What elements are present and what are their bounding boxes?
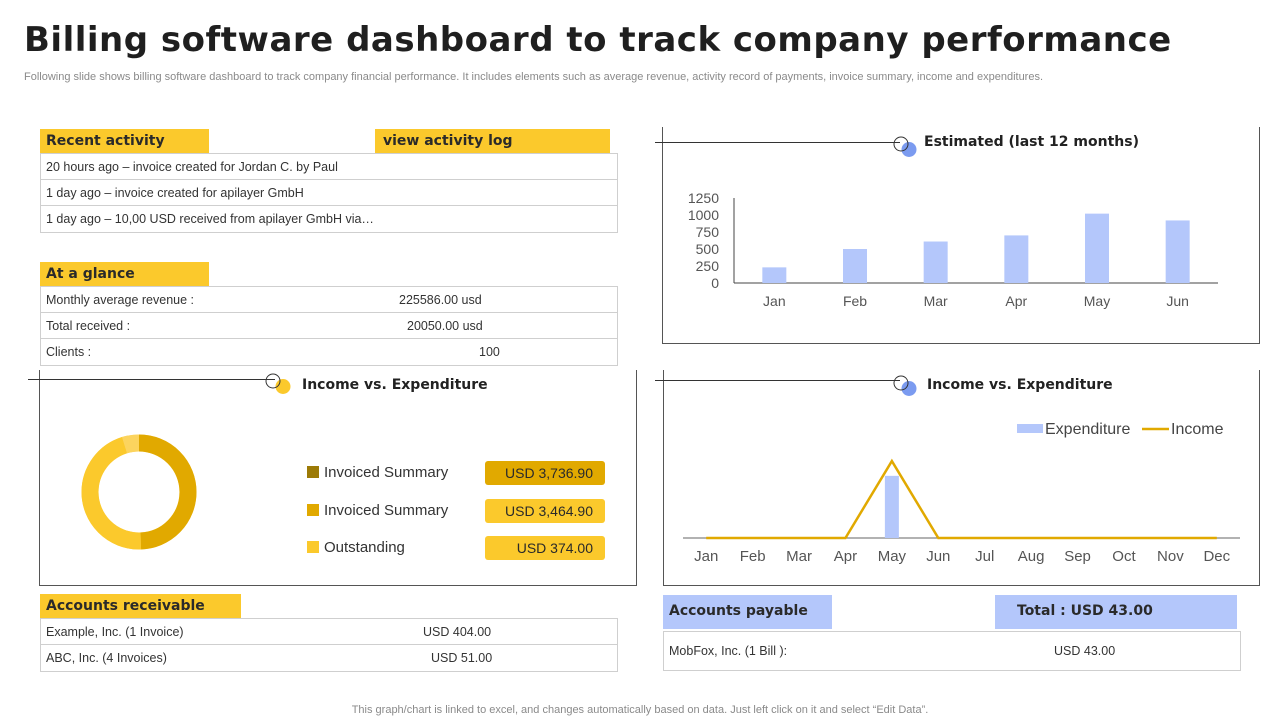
x-tick-label: Feb — [740, 548, 766, 565]
circles-icon — [893, 375, 919, 397]
page-title: Billing software dashboard to track comp… — [24, 20, 1172, 60]
receivable-amount: USD 51.00 — [431, 651, 493, 665]
estimated-panel — [662, 127, 1260, 344]
income-line-title: Income vs. Expenditure — [927, 377, 1113, 393]
table-row: MobFox, Inc. (1 Bill ): USD 43.00 — [664, 632, 1240, 670]
legend-swatch — [307, 466, 319, 478]
x-tick-label: May — [878, 548, 907, 565]
table-row: Example, Inc. (1 Invoice) USD 404.00 — [41, 619, 617, 645]
donut-title-rule — [28, 379, 275, 380]
legend-swatch — [307, 504, 319, 516]
activity-item: 1 day ago – 10,00 USD received from apil… — [46, 212, 374, 226]
x-tick-label: May — [1084, 293, 1110, 309]
receivable-name: ABC, Inc. (4 Invoices) — [46, 651, 167, 665]
amount-pill: USD 374.00 — [485, 536, 605, 560]
y-tick-label: 1250 — [688, 190, 719, 206]
at-a-glance-table: Monthly average revenue : 225586.00 usd … — [40, 286, 618, 366]
x-tick-label: Jan — [694, 548, 718, 565]
payable-amount: USD 43.00 — [1054, 644, 1116, 658]
x-tick-label: Feb — [843, 293, 867, 309]
glance-label: Total received : — [46, 319, 131, 333]
x-tick-label: Jul — [975, 548, 994, 565]
accounts-receivable-header: Accounts receivable — [40, 594, 241, 618]
estimated-title-rule — [655, 142, 900, 143]
receivable-amount: USD 404.00 — [423, 625, 492, 639]
table-row: ABC, Inc. (4 Invoices) USD 51.00 — [41, 645, 617, 671]
y-tick-label: 250 — [696, 258, 720, 274]
receivable-name: Example, Inc. (1 Invoice) — [46, 625, 184, 639]
glance-value: 20050.00 usd — [407, 319, 483, 333]
income-donut-chart — [81, 434, 197, 550]
y-tick-label: 0 — [711, 275, 719, 291]
recent-activity-list: 20 hours ago – invoice created for Jorda… — [40, 153, 618, 233]
x-tick-label: Nov — [1157, 548, 1184, 565]
x-tick-label: Jun — [926, 548, 950, 565]
amount-pill: USD 3,736.90 — [485, 461, 605, 485]
glance-value: 100 — [479, 345, 500, 359]
legend-label: Outstanding — [324, 539, 405, 556]
income-line-panel — [663, 370, 1260, 586]
glance-label: Monthly average revenue : — [46, 293, 195, 307]
estimated-panel-title: Estimated (last 12 months) — [924, 134, 1139, 150]
bar — [762, 267, 787, 283]
legend-label: Invoiced Summary — [324, 502, 449, 519]
x-tick-label: Mar — [786, 548, 812, 565]
income-donut-title: Income vs. Expenditure — [302, 377, 488, 393]
income-expenditure-chart: Jan Feb Mar Apr May Jun Jul Aug Sep Oct Nov Dec Expe… — [683, 421, 1240, 565]
donut-slice — [81, 434, 197, 550]
amount-pill: USD 3,464.90 — [485, 499, 605, 523]
accounts-payable-table: MobFox, Inc. (1 Bill ): USD 43.00 — [663, 631, 1241, 671]
payable-name: MobFox, Inc. (1 Bill ): — [669, 644, 788, 658]
x-tick-label: Jan — [763, 293, 786, 309]
circles-icon — [893, 136, 919, 158]
income-donut-panel — [39, 370, 637, 586]
at-a-glance-header: At a glance — [40, 262, 209, 286]
bar — [923, 241, 948, 283]
x-tick-label: Jun — [1166, 293, 1189, 309]
expenditure-bar — [884, 475, 899, 538]
circles-icon — [265, 373, 291, 395]
income-line — [706, 458, 1217, 540]
legend-label-income: Income — [1171, 421, 1224, 438]
y-tick-label: 750 — [696, 224, 720, 240]
bar — [843, 249, 867, 283]
glance-value: 225586.00 usd — [399, 293, 482, 307]
line-title-rule — [655, 380, 900, 381]
activity-item: 1 day ago – invoice created for apilayer… — [41, 180, 617, 206]
y-tick-label: 500 — [696, 241, 720, 257]
accounts-payable-header: Accounts payable — [663, 595, 832, 629]
x-tick-label: Apr — [834, 548, 857, 565]
bar — [1004, 235, 1029, 283]
x-tick-label: Mar — [924, 293, 948, 309]
x-tick-label: Oct — [1112, 548, 1136, 565]
accounts-payable-total: Total : USD 43.00 — [995, 595, 1237, 629]
bar — [1085, 213, 1109, 283]
page-subtitle: Following slide shows billing software d… — [24, 71, 1044, 83]
x-tick-label: Dec — [1203, 548, 1230, 565]
footnote: This graph/chart is linked to excel, and… — [351, 704, 929, 716]
glance-label: Clients : — [46, 345, 92, 359]
legend-label: Invoiced Summary — [324, 464, 449, 481]
donut-slice — [81, 434, 197, 550]
glance-row-clients: Clients : 100 — [41, 339, 617, 365]
glance-row-revenue: Monthly average revenue : 225586.00 usd — [41, 287, 617, 313]
y-tick-label: 1000 — [688, 207, 719, 223]
legend-label-expenditure: Expenditure — [1045, 421, 1130, 438]
legend-swatch-expenditure — [1017, 424, 1043, 433]
x-tick-label: Aug — [1018, 548, 1045, 565]
bar — [1165, 220, 1190, 283]
glance-row-received: Total received : 20050.00 usd — [41, 313, 617, 339]
x-tick-label: Apr — [1005, 293, 1027, 309]
legend-swatch — [307, 541, 319, 553]
view-activity-log-link[interactable]: view activity log — [375, 129, 610, 153]
activity-item: 20 hours ago – invoice created for Jorda… — [41, 154, 617, 180]
x-tick-label: Sep — [1064, 548, 1091, 565]
recent-activity-header: Recent activity — [40, 129, 209, 153]
accounts-receivable-table: Example, Inc. (1 Invoice) USD 404.00 ABC… — [40, 618, 618, 672]
